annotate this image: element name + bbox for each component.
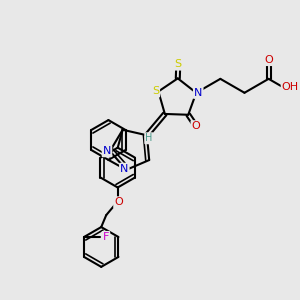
Text: H: H <box>145 133 153 143</box>
Text: S: S <box>152 86 159 97</box>
Text: O: O <box>114 197 123 207</box>
Text: OH: OH <box>282 82 299 92</box>
Text: O: O <box>192 121 200 131</box>
Text: S: S <box>175 59 182 70</box>
Text: N: N <box>103 146 111 156</box>
Text: N: N <box>120 164 128 174</box>
Text: O: O <box>264 55 273 65</box>
Text: F: F <box>103 232 109 242</box>
Text: N: N <box>194 88 202 98</box>
